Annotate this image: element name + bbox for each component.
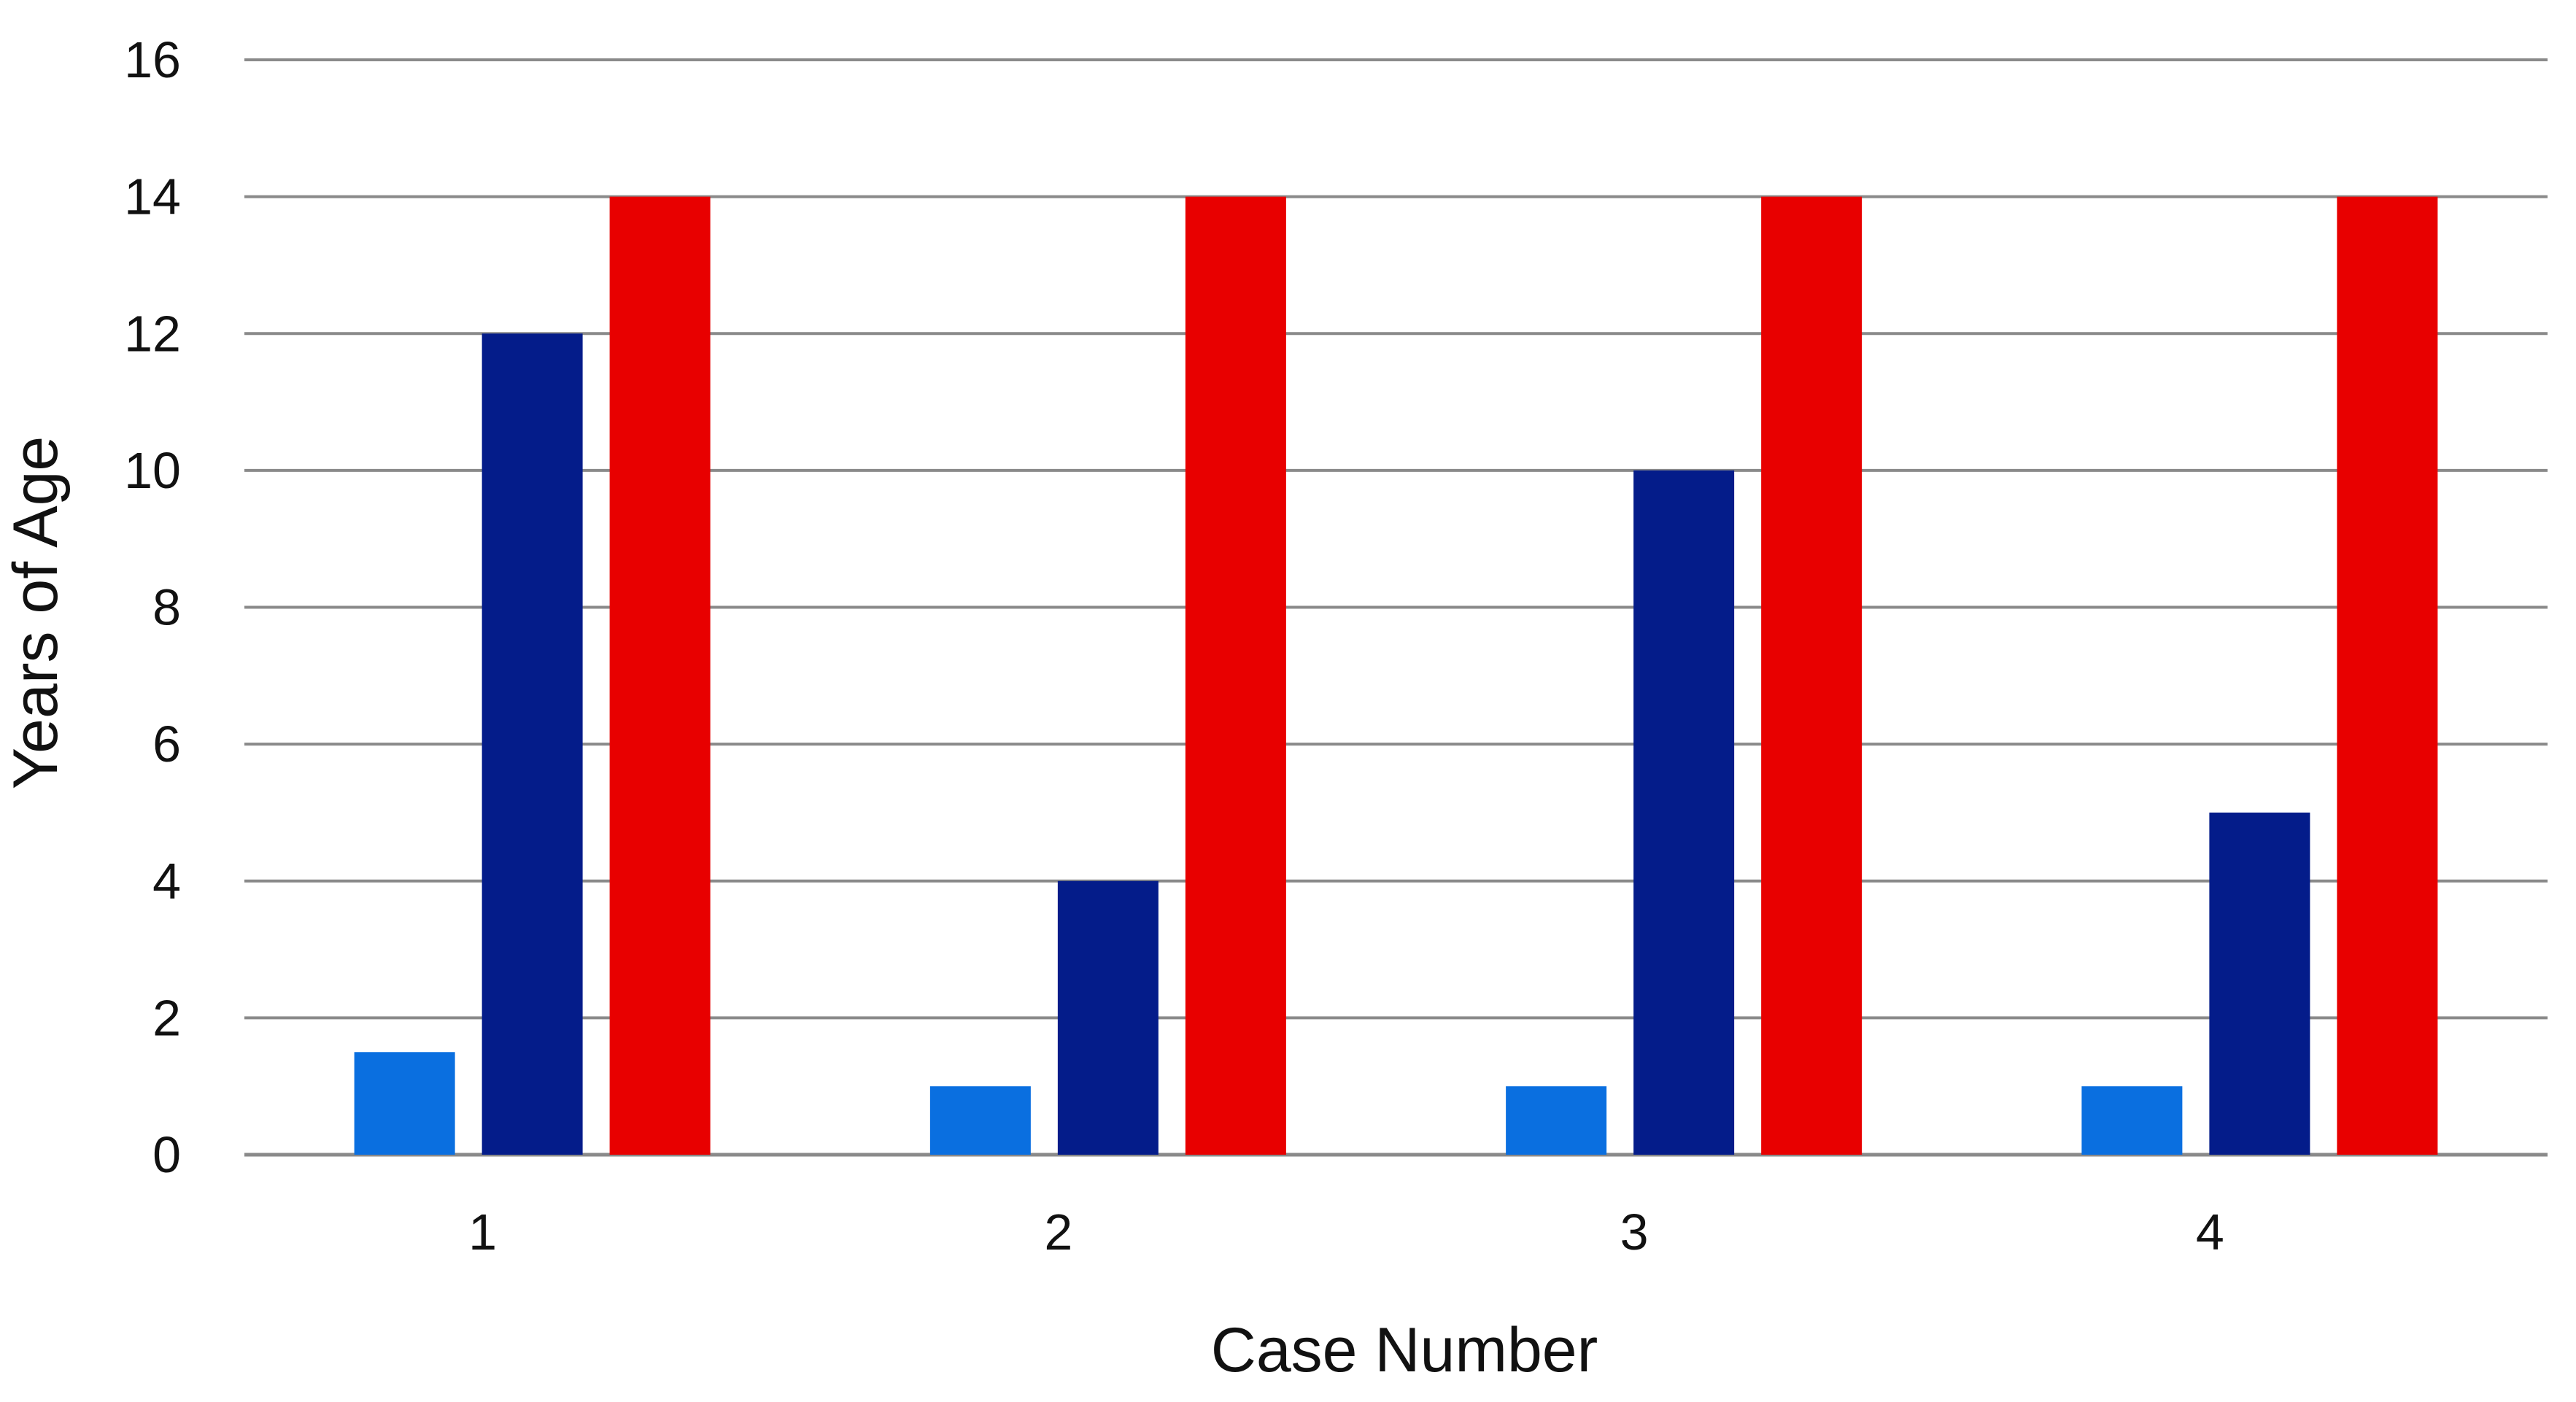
y-tick-label-2: 4 [152, 853, 181, 910]
bar-case-4-series-3 [2337, 196, 2438, 1155]
bar-case-2-series-1 [929, 1086, 1031, 1155]
bar-case-4-series-2 [2209, 812, 2310, 1155]
bars [354, 196, 2438, 1155]
bar-case-3-series-3 [1761, 196, 1863, 1155]
y-tick-label-5: 10 [124, 442, 181, 499]
y-axis-title: Years of Age [1, 436, 71, 790]
x-tick-label-2: 2 [1044, 1204, 1072, 1260]
bar-case-2-series-3 [1185, 196, 1286, 1155]
y-tick-label-4: 8 [152, 579, 181, 636]
x-axis-ticks: 1 2 3 4 [468, 1204, 2224, 1260]
y-tick-label-0: 0 [152, 1126, 181, 1183]
y-tick-label-7: 14 [124, 169, 181, 225]
gridlines [244, 58, 2548, 1157]
bar-case-2-series-2 [1057, 880, 1159, 1155]
bar-case-4-series-1 [2081, 1086, 2183, 1155]
bar-case-1-series-1 [354, 1052, 455, 1155]
y-tick-label-6: 12 [124, 305, 181, 362]
y-tick-label-1: 2 [152, 989, 181, 1046]
x-tick-label-4: 4 [2196, 1204, 2224, 1260]
bar-case-3-series-1 [1506, 1086, 1607, 1155]
y-tick-label-3: 6 [152, 716, 181, 772]
bar-case-3-series-2 [1633, 470, 1735, 1155]
bar-case-1-series-3 [609, 196, 711, 1155]
x-axis-title: Case Number [1211, 1315, 1598, 1385]
y-axis-ticks: 0 2 4 6 8 10 12 14 16 [124, 31, 181, 1183]
x-tick-label-3: 3 [1620, 1204, 1649, 1260]
bar-case-1-series-2 [481, 333, 583, 1155]
y-tick-label-8: 16 [124, 31, 181, 88]
x-tick-label-1: 1 [468, 1204, 497, 1260]
